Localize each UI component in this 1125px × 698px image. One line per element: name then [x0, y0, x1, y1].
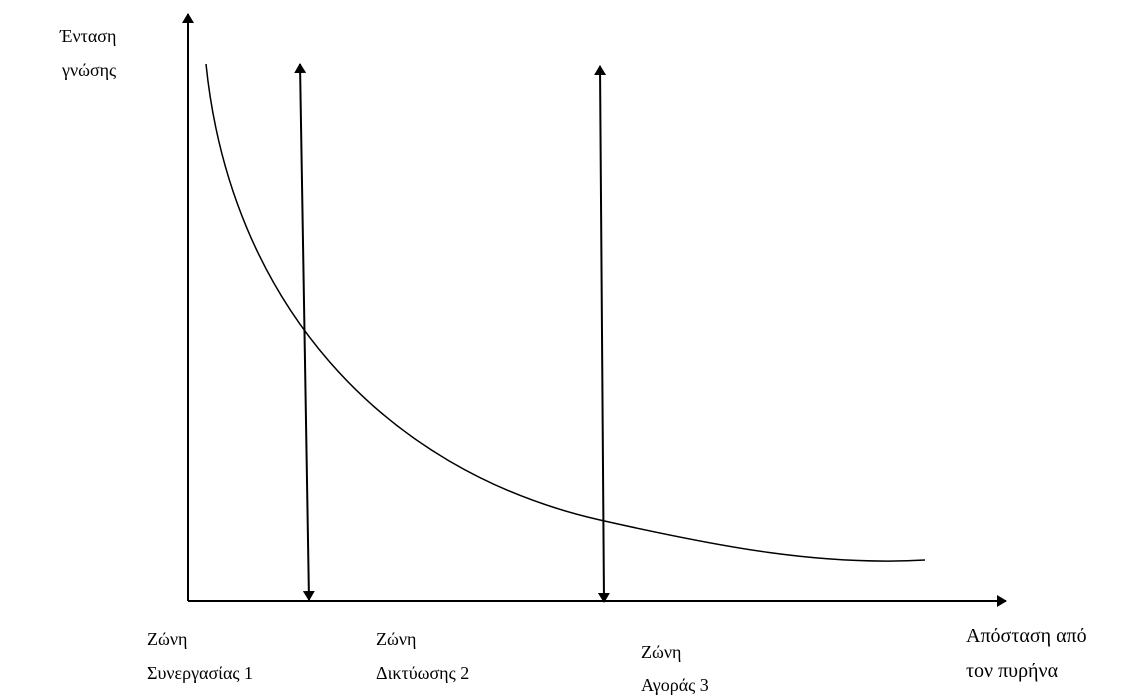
x-axis-label: τον πυρήνα: [966, 660, 1059, 682]
zone-label: Ζώνη: [376, 629, 416, 649]
x-axis-label: Απόσταση από: [966, 625, 1087, 647]
zone-label: Ζώνη: [641, 642, 681, 662]
zone-divider: [594, 65, 610, 603]
zone-label: Αγοράς 3: [641, 675, 709, 695]
zone-label: Συνεργασίας 1: [147, 663, 253, 683]
y-axis-label: γνώσης: [61, 60, 116, 80]
zone-label: Ζώνη: [147, 629, 187, 649]
knowledge-curve: [205, 63, 926, 562]
zone-label: Δικτύωσης 2: [376, 663, 469, 683]
y-axis-label: Ένταση: [59, 26, 116, 46]
zone-divider: [294, 63, 315, 601]
